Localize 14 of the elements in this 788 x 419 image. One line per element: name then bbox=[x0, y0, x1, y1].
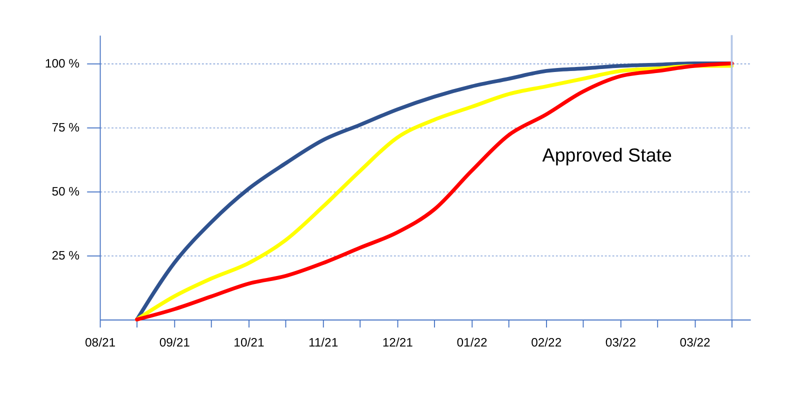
y-tick-label: 100 % bbox=[44, 56, 80, 71]
x-tick-label: 08/21 bbox=[84, 335, 116, 350]
x-tick-label: 03/22 bbox=[605, 335, 636, 350]
annotation: Approved State bbox=[542, 144, 672, 166]
x-tick-label: 01/22 bbox=[456, 335, 488, 350]
y-tick-label: 75 % bbox=[52, 120, 80, 135]
x-tick-label: 03/22 bbox=[680, 335, 711, 350]
x-tick-label: 11/21 bbox=[308, 335, 338, 350]
x-tick-label: 10/21 bbox=[234, 335, 264, 350]
x-tick-label: 09/21 bbox=[159, 335, 190, 350]
x-tick-label: 12/21 bbox=[382, 335, 414, 350]
y-tick-label: 50 % bbox=[52, 184, 80, 199]
x-tick-label: 02/22 bbox=[531, 335, 562, 350]
y-tick-label: 25 % bbox=[52, 248, 80, 263]
